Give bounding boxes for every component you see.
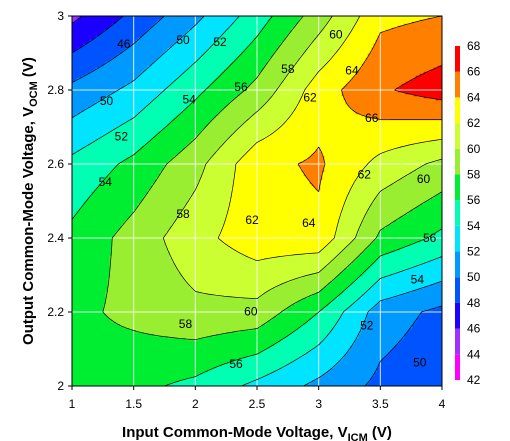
- contour-label: 56: [234, 80, 248, 94]
- contour-label: 62: [358, 168, 372, 182]
- contour-label: 52: [360, 319, 374, 333]
- legend-label: 48: [467, 296, 481, 310]
- contour-label: 56: [423, 231, 437, 245]
- y-tick-label: 2.6: [47, 157, 64, 171]
- contour-line-46: [71, 15, 83, 24]
- contour-label: 60: [329, 28, 343, 42]
- contour-label: 54: [99, 175, 113, 189]
- legend-label: 52: [467, 245, 481, 259]
- legend-label: 58: [467, 167, 481, 181]
- contour-label: 58: [176, 207, 190, 221]
- contour-label: 50: [413, 356, 427, 370]
- contour-label: 60: [244, 304, 258, 318]
- contour-line-52: [71, 15, 443, 387]
- x-axis-title: Input Common-Mode Voltage, VICM (V): [122, 424, 392, 441]
- y-tick-label: 3: [57, 9, 64, 23]
- x-tick-label: 4: [439, 397, 446, 411]
- y-axis-ticks: 2 2.2 2.4 2.6 2.8 3: [47, 9, 72, 393]
- legend-swatch: [455, 225, 460, 252]
- contour-labels: 46 50 52 50 54 56 58 60 52 62 64 66 54 62 60 58 62 64 56 54…: [99, 28, 437, 372]
- contour-label: 56: [229, 357, 243, 371]
- legend-label: 68: [467, 39, 481, 53]
- color-legend: 68 66 64 62 60 58 56 54 52 50 48 46 44 42: [455, 39, 481, 387]
- x-tick-label: 3.5: [372, 397, 389, 411]
- legend-label: 42: [467, 373, 481, 387]
- legend-label: 44: [467, 347, 481, 361]
- contour-lines: [71, 15, 443, 387]
- contour-line-66: [394, 64, 443, 101]
- x-tick-label: 3: [315, 397, 322, 411]
- legend-label: 60: [467, 142, 481, 156]
- contour-line-50: [71, 15, 443, 387]
- contour-label: 54: [182, 92, 196, 106]
- contour-label: 58: [179, 317, 193, 331]
- legend-swatch: [455, 46, 460, 72]
- y-tick-label: 2.8: [47, 83, 64, 97]
- contour-line-62: [217, 15, 443, 262]
- y-tick-label: 2: [57, 379, 64, 393]
- contour-label: 62: [245, 213, 259, 227]
- legend-swatch: [455, 354, 460, 380]
- contour-line-54: [71, 15, 443, 387]
- contour-label: 52: [213, 35, 227, 49]
- y-axis-title: Output Common-Mode Voltage, VOCM (V): [20, 57, 40, 345]
- contour-label: 60: [417, 172, 431, 186]
- contour-label: 54: [411, 272, 425, 286]
- legend-label: 54: [467, 219, 481, 233]
- legend-swatch: [455, 71, 460, 98]
- contour-label: 46: [117, 37, 131, 51]
- contour-line-60: [162, 15, 443, 300]
- y-tick-label: 2.4: [47, 231, 64, 245]
- plot-area: 46 50 52 50 54 56 58 60 52 62 64 66 54 62 60 58 62 64 56 54…: [71, 15, 443, 387]
- legend-swatch: [455, 97, 460, 124]
- legend-swatch: [455, 200, 460, 226]
- legend-label: 56: [467, 193, 481, 207]
- legend-label: 64: [467, 90, 481, 104]
- legend-swatch: [455, 302, 460, 329]
- contour-line-64: [297, 15, 443, 193]
- contour-fills: [71, 15, 443, 387]
- legend-swatch: [455, 277, 460, 303]
- contour-label: 64: [345, 63, 359, 77]
- contour-label: 62: [303, 90, 317, 104]
- legend-label: 50: [467, 270, 481, 284]
- x-tick-label: 1.5: [125, 397, 142, 411]
- legend-swatch: [455, 148, 460, 175]
- legend-label: 66: [467, 65, 481, 79]
- x-axis-ticks: 1 1.5 2 2.5 3 3.5 4: [69, 386, 446, 411]
- legend-swatch: [455, 328, 460, 355]
- legend-swatch: [455, 174, 460, 201]
- x-tick-label: 1: [69, 397, 76, 411]
- legend-label: 46: [467, 322, 481, 336]
- contour-label: 58: [281, 62, 295, 76]
- contour-label: 50: [176, 33, 190, 47]
- contour-label: 64: [302, 216, 316, 230]
- legend-swatch: [455, 123, 460, 149]
- x-tick-label: 2.5: [249, 397, 266, 411]
- contour-label: 50: [100, 94, 114, 108]
- contour-line-58: [102, 15, 443, 341]
- contour-line-48: [71, 15, 124, 54]
- y-tick-label: 2.2: [47, 305, 64, 319]
- legend-label: 62: [467, 116, 481, 130]
- legend-swatch: [455, 251, 460, 278]
- contour-label: 52: [115, 129, 129, 143]
- x-tick-label: 2: [192, 397, 199, 411]
- contour-label: 66: [365, 111, 379, 125]
